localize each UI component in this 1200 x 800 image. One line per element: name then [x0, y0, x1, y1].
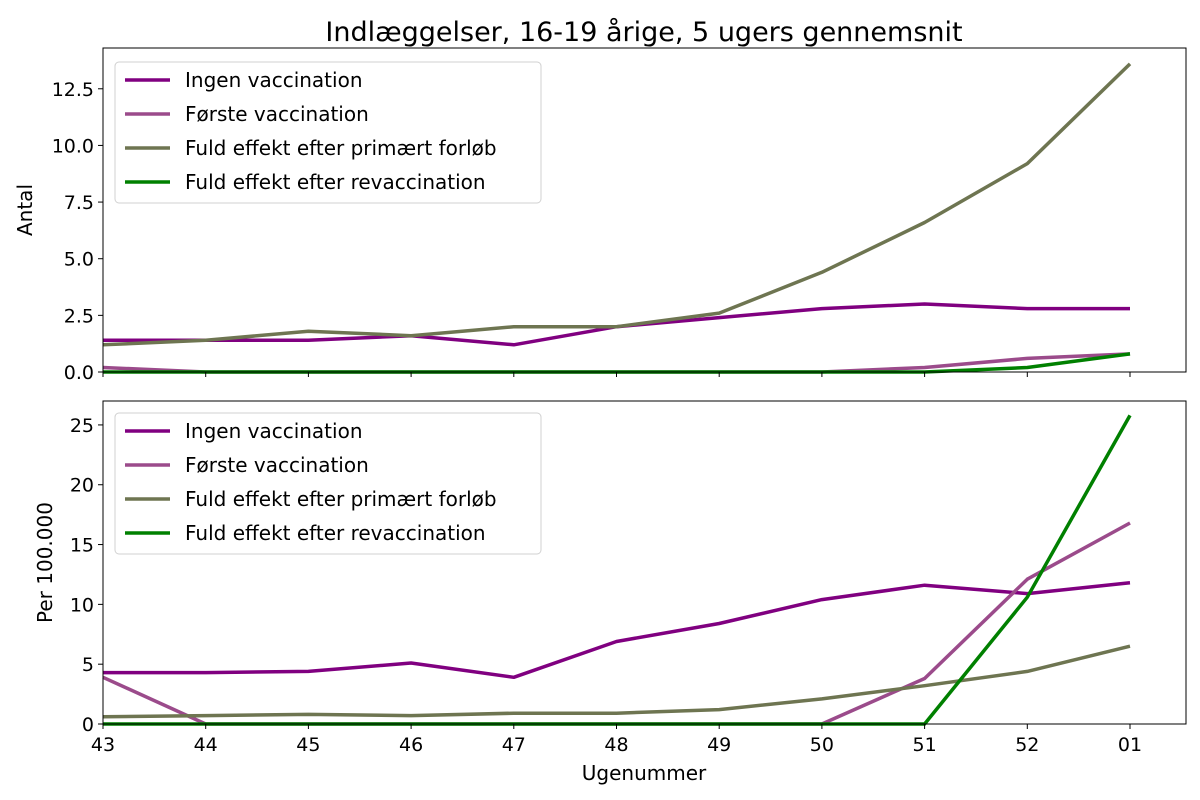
legend-item: Fuld effekt efter revaccination [125, 170, 486, 194]
y-axis-label: Antal [13, 184, 37, 236]
series-line-ingen-vaccination [103, 302, 1130, 347]
plot-frame [102, 47, 1187, 373]
legend-label: Første vaccination [185, 453, 369, 477]
plot-frame [102, 400, 1187, 725]
legend-item: Fuld effekt efter primært forløb [125, 136, 497, 160]
legend-item: Første vaccination [125, 453, 369, 477]
x-tick-label: 52 [1015, 734, 1039, 756]
x-axis [102, 372, 1131, 377]
y-tick-label: 0 [82, 714, 94, 736]
x-tick-label: 45 [296, 734, 320, 756]
y-tick-label: 0.0 [64, 362, 94, 384]
legend: Ingen vaccination Første vaccination Fuld … [114, 412, 542, 555]
chart-title: Indlæggelser, 16-19 årige, 5 ugers genne… [325, 17, 962, 48]
y-tick-label: 12.5 [52, 79, 94, 101]
top-panel: 0.0 2.5 5.0 7.5 10.0 12.5 Antal Ingen vaccinati… [13, 47, 1187, 384]
legend-box [114, 412, 542, 555]
legend-box [114, 61, 542, 204]
x-tick-label: 47 [502, 734, 526, 756]
legend-item: Ingen vaccination [125, 419, 363, 443]
x-axis: 43 44 45 46 47 48 49 50 51 52 01 [91, 724, 1142, 756]
legend-label: Ingen vaccination [185, 68, 363, 92]
series-line-fuld-effekt-efter-prim-rt-forl-b [102, 644, 1131, 719]
legend-label: Fuld effekt efter revaccination [185, 521, 486, 545]
legend-label: Fuld effekt efter revaccination [185, 170, 486, 194]
y-tick-label: 10 [70, 594, 94, 616]
y-tick-label: 20 [70, 475, 94, 497]
x-tick-label: 51 [913, 734, 937, 756]
x-tick-label: 44 [194, 734, 218, 756]
legend-label: Fuld effekt efter primært forløb [185, 487, 497, 511]
y-tick-label: 10.0 [52, 135, 94, 157]
x-tick-label: 46 [399, 734, 423, 756]
legend-item: Fuld effekt efter revaccination [125, 521, 486, 545]
legend-label: Første vaccination [185, 102, 369, 126]
legend-label: Fuld effekt efter primært forløb [185, 136, 497, 160]
y-tick-label: 2.5 [64, 305, 94, 327]
y-axis: 0 5 10 15 20 25 [70, 415, 103, 736]
y-axis: 0.0 2.5 5.0 7.5 10.0 12.5 [52, 79, 103, 384]
y-tick-label: 15 [70, 535, 94, 557]
x-tick-label: 49 [707, 734, 731, 756]
y-tick-label: 5 [82, 654, 94, 676]
series-line-fuld-effekt-efter-prim-rt-forl-b [102, 62, 1132, 347]
legend-label: Ingen vaccination [185, 419, 363, 443]
legend-item: Ingen vaccination [125, 68, 363, 92]
bottom-panel: 0 5 10 15 20 25 43 44 45 46 47 48 49 50 51 52 01 Per 100.… [33, 400, 1187, 756]
y-tick-label: 7.5 [64, 192, 94, 214]
x-tick-label: 43 [91, 734, 115, 756]
x-axis-label: Ugenummer [582, 761, 707, 785]
x-tick-label: 01 [1118, 734, 1142, 756]
legend-item: Første vaccination [125, 102, 369, 126]
series-line-ingen-vaccination [103, 581, 1131, 680]
legend: Ingen vaccination Første vaccination Fuld … [114, 61, 542, 204]
x-tick-label: 48 [604, 734, 628, 756]
y-tick-label: 5.0 [64, 249, 94, 271]
x-tick-label: 50 [810, 734, 834, 756]
y-tick-label: 25 [70, 415, 94, 437]
legend-item: Fuld effekt efter primært forløb [125, 487, 497, 511]
y-axis-label: Per 100.000 [33, 502, 57, 623]
